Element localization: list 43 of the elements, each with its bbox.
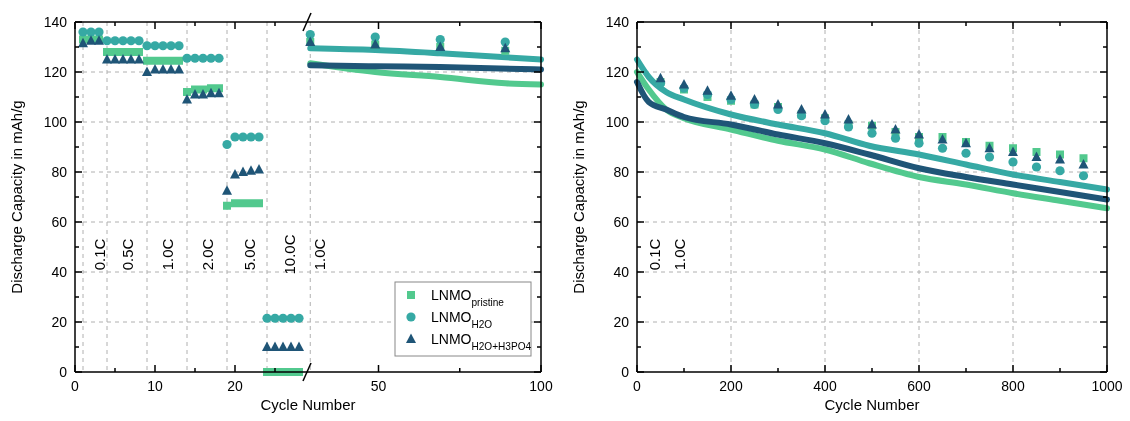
x-tick-label: 1000 — [1091, 378, 1123, 394]
x-axis-title: Cycle Number — [260, 396, 356, 413]
x-axis-title: Cycle Number — [824, 396, 920, 413]
x-tick-label: 400 — [813, 378, 837, 394]
y-tick-label: 140 — [605, 14, 630, 30]
x-tick-label: 600 — [907, 378, 931, 394]
annotation: 0.1C — [646, 238, 663, 271]
annotation: 1.0C — [159, 238, 176, 271]
y-tick-label: 0 — [621, 364, 630, 380]
y-tick-label: 60 — [613, 214, 630, 230]
y-tick-label: 60 — [51, 214, 68, 230]
y-axis-title: Discharge Capacity in mAh/g — [570, 100, 587, 294]
x-tick-label: 200 — [719, 378, 743, 394]
y-tick-label: 80 — [613, 164, 630, 180]
y-tick-label: 0 — [59, 364, 68, 380]
x-tick-label: 20 — [227, 378, 243, 394]
y-tick-label: 20 — [51, 314, 68, 330]
x-tick-label: 800 — [1001, 378, 1025, 394]
legend-label: LNMO$_{H2O}$ — [431, 309, 493, 330]
x-tick-label: 10 — [147, 378, 163, 394]
y-axis-title: Discharge Capacity in mAh/g — [8, 100, 25, 294]
annotation: 1.0C — [311, 238, 328, 271]
annotation: 2.0C — [199, 238, 216, 271]
y-tick-label: 120 — [43, 64, 68, 80]
y-tick-label: 120 — [605, 64, 630, 80]
legend-label: LNMO$_{H2O+H3PO4}$ — [431, 331, 532, 352]
y-tick-label: 140 — [43, 14, 68, 30]
y-tick-label: 40 — [51, 264, 68, 280]
x-tick-label: 100 — [529, 378, 553, 394]
annotation: 10.0C — [281, 234, 298, 275]
x-tick-label: 0 — [633, 378, 642, 394]
y-tick-label: 80 — [51, 164, 68, 180]
annotation: 0.1C — [91, 238, 108, 271]
y-tick-label: 20 — [613, 314, 630, 330]
y-tick-label: 40 — [613, 264, 630, 280]
x-tick-label: 50 — [370, 378, 387, 394]
x-tick-label: 0 — [71, 378, 80, 394]
y-tick-label: 100 — [43, 114, 68, 130]
y-tick-label: 100 — [605, 114, 630, 130]
annotation: 1.0C — [671, 238, 688, 271]
annotation: 5.0C — [241, 238, 258, 271]
legend-label: LNMO$_{pristine}$ — [431, 287, 505, 308]
annotation: 0.5C — [119, 238, 136, 271]
